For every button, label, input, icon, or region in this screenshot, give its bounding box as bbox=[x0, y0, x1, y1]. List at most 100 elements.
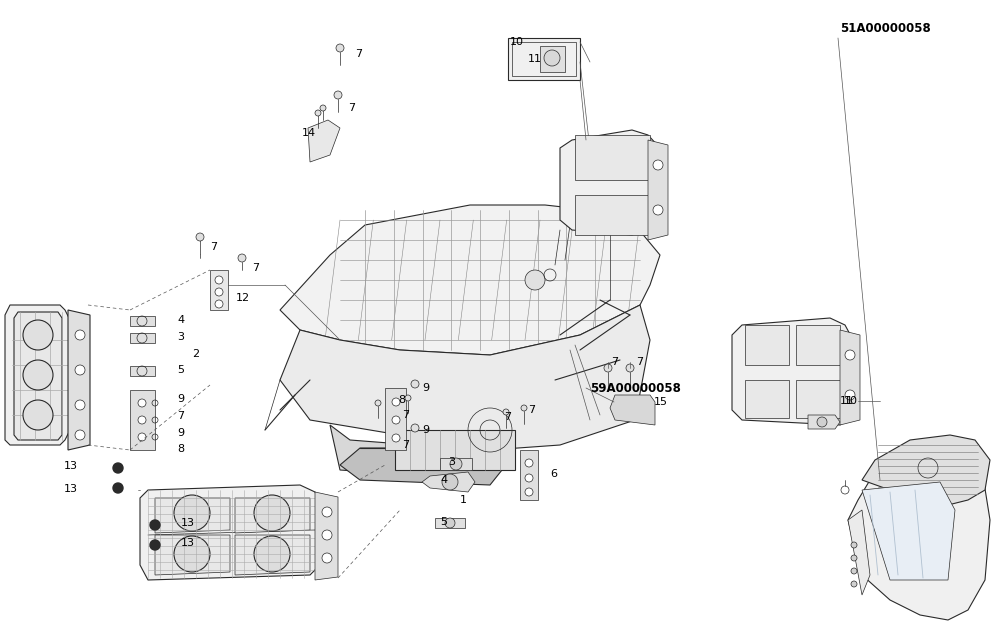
Text: 7: 7 bbox=[355, 49, 362, 59]
Text: 11: 11 bbox=[840, 396, 854, 406]
Circle shape bbox=[215, 288, 223, 296]
Polygon shape bbox=[340, 448, 510, 485]
Polygon shape bbox=[422, 472, 475, 492]
Circle shape bbox=[174, 495, 210, 531]
Circle shape bbox=[75, 365, 85, 375]
Circle shape bbox=[525, 488, 533, 496]
Circle shape bbox=[150, 540, 160, 550]
Text: 3: 3 bbox=[177, 332, 184, 342]
Polygon shape bbox=[330, 425, 510, 480]
Polygon shape bbox=[280, 305, 650, 450]
Text: 10: 10 bbox=[844, 396, 858, 406]
Circle shape bbox=[322, 553, 332, 563]
Polygon shape bbox=[130, 366, 155, 376]
Polygon shape bbox=[155, 498, 230, 533]
Polygon shape bbox=[848, 468, 990, 620]
Circle shape bbox=[521, 405, 527, 411]
Polygon shape bbox=[140, 485, 320, 580]
Text: 51A00000058: 51A00000058 bbox=[840, 22, 931, 34]
Circle shape bbox=[392, 398, 400, 406]
Circle shape bbox=[450, 458, 462, 470]
Polygon shape bbox=[862, 435, 990, 505]
Polygon shape bbox=[68, 310, 90, 450]
Circle shape bbox=[75, 430, 85, 440]
Circle shape bbox=[215, 276, 223, 284]
Text: 5: 5 bbox=[440, 517, 447, 527]
Text: 9: 9 bbox=[177, 428, 184, 438]
Polygon shape bbox=[308, 120, 340, 162]
Circle shape bbox=[150, 520, 160, 530]
Circle shape bbox=[653, 160, 663, 170]
Circle shape bbox=[75, 330, 85, 340]
Circle shape bbox=[817, 417, 827, 427]
Bar bbox=[512, 42, 576, 76]
Circle shape bbox=[336, 44, 344, 52]
Polygon shape bbox=[280, 205, 660, 355]
Bar bbox=[745, 380, 789, 418]
Text: 7: 7 bbox=[402, 410, 409, 420]
Circle shape bbox=[322, 530, 332, 540]
Circle shape bbox=[411, 424, 419, 432]
Circle shape bbox=[23, 320, 53, 350]
Text: 7: 7 bbox=[252, 263, 259, 273]
Text: 1: 1 bbox=[460, 495, 467, 505]
Circle shape bbox=[23, 400, 53, 430]
Circle shape bbox=[138, 416, 146, 424]
Circle shape bbox=[334, 91, 342, 99]
Circle shape bbox=[23, 360, 53, 390]
Circle shape bbox=[238, 254, 246, 262]
Text: 13: 13 bbox=[181, 518, 195, 528]
Polygon shape bbox=[14, 312, 62, 440]
Circle shape bbox=[392, 434, 400, 442]
Bar bbox=[575, 135, 650, 180]
Circle shape bbox=[315, 110, 321, 116]
Text: 5: 5 bbox=[177, 365, 184, 375]
Polygon shape bbox=[5, 305, 70, 445]
Polygon shape bbox=[862, 482, 955, 580]
Circle shape bbox=[503, 409, 509, 415]
Circle shape bbox=[845, 350, 855, 360]
Circle shape bbox=[322, 507, 332, 517]
Circle shape bbox=[75, 400, 85, 410]
Text: 12: 12 bbox=[236, 293, 250, 303]
Circle shape bbox=[525, 459, 533, 467]
Circle shape bbox=[445, 518, 455, 528]
Text: 8: 8 bbox=[398, 395, 405, 405]
Text: 7: 7 bbox=[504, 412, 511, 422]
Circle shape bbox=[851, 555, 857, 561]
Text: 10: 10 bbox=[510, 37, 524, 47]
Circle shape bbox=[851, 542, 857, 548]
Polygon shape bbox=[440, 458, 472, 470]
Circle shape bbox=[544, 50, 560, 66]
Circle shape bbox=[254, 495, 290, 531]
Circle shape bbox=[138, 399, 146, 407]
Polygon shape bbox=[840, 330, 860, 425]
Polygon shape bbox=[808, 415, 840, 429]
Text: 13: 13 bbox=[181, 538, 195, 548]
Polygon shape bbox=[155, 535, 230, 575]
Text: 6: 6 bbox=[550, 469, 557, 479]
Circle shape bbox=[254, 536, 290, 572]
Text: 9: 9 bbox=[177, 394, 184, 404]
Bar bbox=[508, 38, 580, 80]
Polygon shape bbox=[540, 46, 565, 72]
Polygon shape bbox=[560, 130, 660, 235]
Text: 7: 7 bbox=[348, 103, 355, 113]
Text: 9: 9 bbox=[422, 425, 429, 435]
Circle shape bbox=[411, 380, 419, 388]
Polygon shape bbox=[435, 518, 465, 528]
Text: 4: 4 bbox=[177, 315, 184, 325]
Circle shape bbox=[375, 400, 381, 406]
Polygon shape bbox=[130, 333, 155, 343]
Circle shape bbox=[320, 105, 326, 111]
Text: 59A00000058: 59A00000058 bbox=[590, 382, 681, 394]
Text: 15: 15 bbox=[654, 397, 668, 407]
Circle shape bbox=[405, 395, 411, 401]
Circle shape bbox=[196, 233, 204, 241]
Circle shape bbox=[113, 483, 123, 493]
Text: 2: 2 bbox=[192, 349, 199, 359]
Circle shape bbox=[626, 364, 634, 372]
Polygon shape bbox=[130, 316, 155, 326]
Text: 4: 4 bbox=[440, 475, 447, 485]
Text: 11: 11 bbox=[528, 54, 542, 64]
